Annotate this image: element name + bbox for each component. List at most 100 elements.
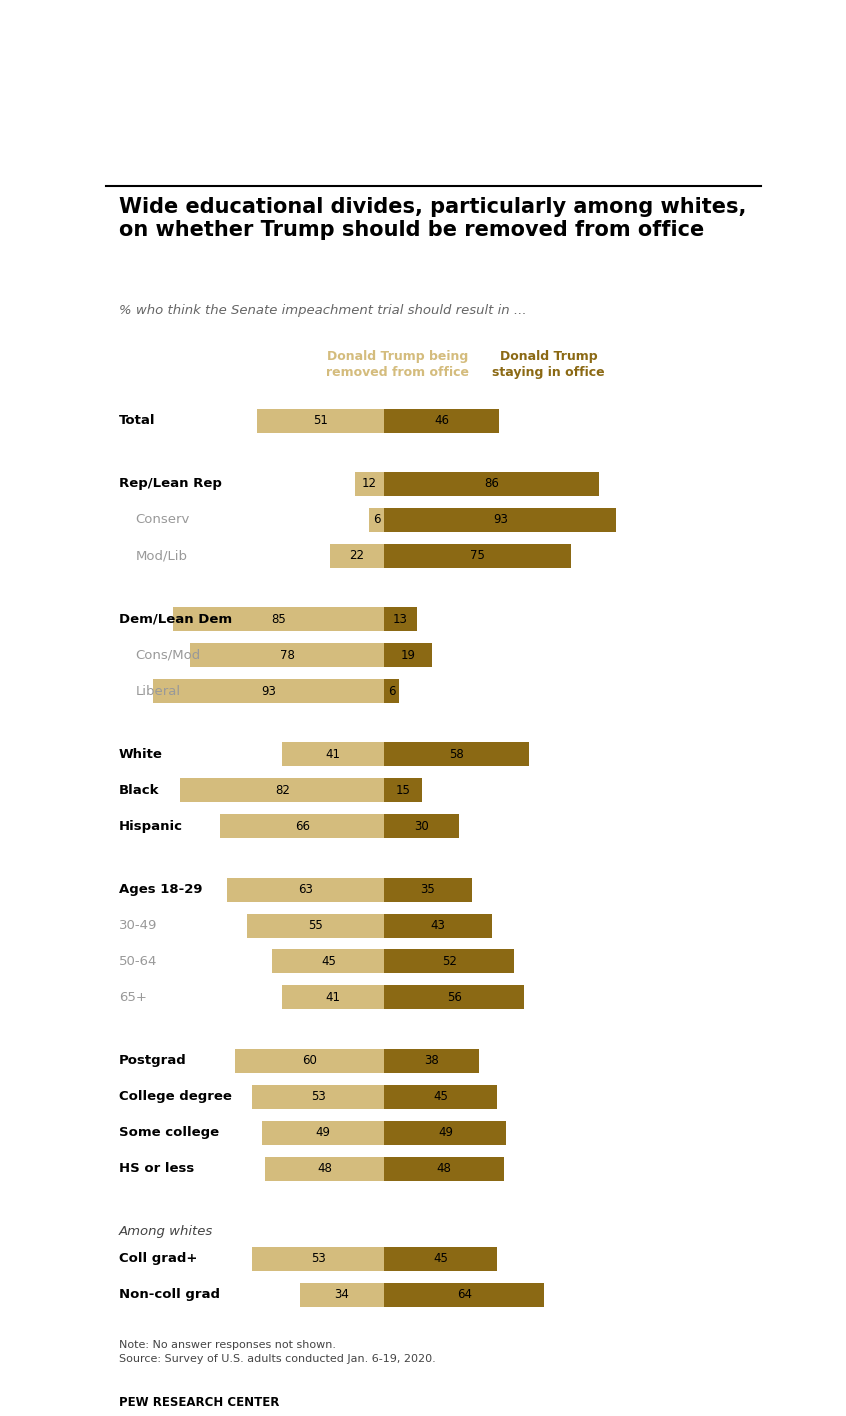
Text: 45: 45 (433, 1252, 448, 1266)
Text: 64: 64 (457, 1289, 471, 1301)
Bar (180, 779, 384, 803)
Text: 48: 48 (317, 1163, 332, 1175)
Bar (384, 409, 499, 433)
Bar (384, 1283, 544, 1307)
Bar (384, 1120, 507, 1144)
Bar (272, 950, 384, 973)
Text: Ages 18-29: Ages 18-29 (118, 884, 202, 896)
Text: 63: 63 (299, 884, 313, 896)
Bar (384, 607, 417, 632)
Bar (384, 1157, 504, 1181)
Text: 45: 45 (433, 1090, 448, 1103)
Text: Hispanic: Hispanic (118, 820, 183, 833)
Bar (384, 742, 529, 766)
Text: 15: 15 (396, 784, 410, 797)
Text: Wide educational divides, particularly among whites,
on whether Trump should be : Wide educational divides, particularly a… (118, 197, 746, 241)
Bar (299, 1283, 384, 1307)
Text: PEW RESEARCH CENTER: PEW RESEARCH CENTER (118, 1396, 279, 1409)
Bar (220, 814, 384, 838)
Bar (384, 544, 571, 568)
Text: 6: 6 (388, 684, 396, 698)
Text: 30-49: 30-49 (118, 919, 157, 932)
Text: Among whites: Among whites (118, 1225, 213, 1239)
Text: Black: Black (118, 784, 159, 797)
Text: 43: 43 (431, 919, 445, 932)
Text: 49: 49 (316, 1126, 331, 1140)
Text: Non-coll grad: Non-coll grad (118, 1289, 220, 1301)
Text: 82: 82 (275, 784, 289, 797)
Bar (354, 472, 384, 496)
Text: 93: 93 (261, 684, 276, 698)
Text: 51: 51 (313, 415, 328, 428)
Text: Note: No answer responses not shown.
Source: Survey of U.S. adults conducted Jan: Note: No answer responses not shown. Sou… (118, 1340, 436, 1364)
Bar (384, 878, 471, 902)
Text: 41: 41 (326, 748, 341, 760)
Bar (384, 680, 399, 704)
Text: 86: 86 (484, 477, 499, 490)
Bar (384, 1049, 479, 1073)
Bar (152, 680, 384, 704)
Bar (283, 742, 384, 766)
Text: 12: 12 (362, 477, 377, 490)
Bar (330, 544, 384, 568)
Text: Total: Total (118, 415, 156, 428)
Text: 45: 45 (321, 954, 336, 969)
Text: Rep/Lean Rep: Rep/Lean Rep (118, 477, 222, 490)
Text: 53: 53 (311, 1090, 326, 1103)
Bar (252, 1085, 384, 1109)
Bar (235, 1049, 384, 1073)
Text: Cons/Mod: Cons/Mod (135, 649, 201, 661)
Text: Donald Trump being
removed from office: Donald Trump being removed from office (326, 350, 469, 379)
Bar (384, 508, 616, 532)
Text: 41: 41 (326, 991, 341, 1004)
Text: 48: 48 (437, 1163, 452, 1175)
Text: 93: 93 (493, 514, 508, 527)
Bar (247, 913, 384, 937)
Text: 75: 75 (470, 549, 486, 562)
Bar (384, 950, 514, 973)
Text: 49: 49 (438, 1126, 453, 1140)
Text: 34: 34 (335, 1289, 349, 1301)
Bar (384, 779, 422, 803)
Text: 35: 35 (420, 884, 436, 896)
Text: Liberal: Liberal (135, 684, 180, 698)
Text: 38: 38 (425, 1054, 439, 1068)
Text: 66: 66 (294, 820, 310, 833)
Bar (283, 986, 384, 1010)
Bar (384, 814, 459, 838)
Text: 50-64: 50-64 (118, 954, 157, 969)
Text: Mod/Lib: Mod/Lib (135, 549, 187, 562)
Text: White: White (118, 748, 162, 760)
Text: Some college: Some college (118, 1126, 219, 1140)
Text: 13: 13 (393, 613, 408, 626)
Bar (384, 472, 599, 496)
Text: Dem/Lean Dem: Dem/Lean Dem (118, 613, 232, 626)
Text: % who think the Senate impeachment trial should result in ...: % who think the Senate impeachment trial… (118, 304, 526, 317)
Bar (370, 508, 384, 532)
Text: HS or less: HS or less (118, 1163, 194, 1175)
Bar (384, 913, 492, 937)
Text: 6: 6 (373, 514, 381, 527)
Text: Conserv: Conserv (135, 514, 190, 527)
Bar (384, 986, 524, 1010)
Bar (384, 1085, 497, 1109)
Bar (384, 643, 431, 667)
Bar (228, 878, 384, 902)
Text: 58: 58 (449, 748, 464, 760)
Bar (252, 1247, 384, 1272)
Text: 22: 22 (349, 549, 365, 562)
Bar (384, 1247, 497, 1272)
Bar (190, 643, 384, 667)
Text: Coll grad+: Coll grad+ (118, 1252, 197, 1266)
Bar (173, 607, 384, 632)
Text: 78: 78 (280, 649, 294, 661)
Text: 53: 53 (311, 1252, 326, 1266)
Text: 46: 46 (434, 415, 449, 428)
Text: 60: 60 (302, 1054, 317, 1068)
Text: 52: 52 (442, 954, 457, 969)
Text: College degree: College degree (118, 1090, 232, 1103)
Text: 19: 19 (400, 649, 415, 661)
Text: Postgrad: Postgrad (118, 1054, 187, 1068)
Bar (257, 409, 384, 433)
Text: 56: 56 (447, 991, 462, 1004)
